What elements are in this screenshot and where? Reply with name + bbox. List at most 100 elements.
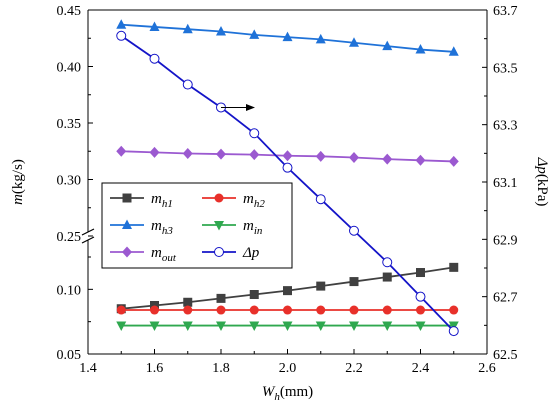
data-point (182, 23, 193, 34)
data-point (283, 305, 292, 315)
data-point (449, 305, 459, 315)
data-point (448, 326, 459, 337)
data-point (116, 305, 126, 315)
data-point (349, 151, 359, 163)
data-point (349, 225, 359, 236)
annotation-arrow (221, 103, 255, 111)
data-point (448, 155, 459, 167)
y2-tick-label: 62.7 (493, 291, 518, 306)
data-point (415, 44, 426, 54)
data-point (282, 150, 293, 162)
data-point (150, 305, 159, 315)
y-tick-label: 0.05 (57, 348, 82, 363)
data-point (382, 321, 393, 332)
data-point (214, 247, 224, 257)
data-point (382, 153, 393, 165)
legend-item: mh1 (110, 191, 173, 210)
data-point (149, 21, 160, 31)
y2-tick-label: 63.5 (493, 61, 518, 76)
x-tick-label: 2.2 (345, 361, 363, 376)
data-point (382, 305, 392, 315)
data-point (149, 53, 160, 64)
y-tick-label: 0.35 (57, 117, 82, 132)
legend-item: mh3 (110, 218, 173, 237)
x-axis-label: Wh(mm) (262, 384, 313, 403)
data-point (122, 246, 132, 258)
data-point (349, 305, 359, 315)
data-point (249, 149, 260, 161)
x-tick-label: 1.4 (79, 361, 97, 376)
data-point (216, 293, 226, 303)
data-point (122, 219, 132, 229)
legend-item: mout (110, 245, 177, 264)
data-point (449, 262, 459, 272)
data-point (316, 281, 326, 291)
data-point (283, 286, 292, 296)
data-point (382, 40, 393, 51)
annotation-layer (221, 103, 255, 111)
legend-item: Δp (202, 245, 260, 261)
data-point (116, 145, 127, 157)
y2-tick-label: 63.3 (493, 119, 518, 134)
legend-label: Δp (242, 245, 260, 261)
y-tick-label: 0.25 (57, 230, 82, 245)
arrow-head (246, 103, 255, 111)
series-m_out (116, 145, 459, 167)
legend: mh1 mh2 mh3 min mout Δp (101, 182, 293, 269)
y-tick-label: 0.30 (57, 174, 82, 189)
data-point (216, 305, 226, 315)
data-point (316, 305, 326, 315)
y2-axis-label: Δp(kPa) (534, 157, 550, 207)
legend-label: mout (151, 245, 177, 264)
data-point (182, 321, 193, 332)
data-point (249, 305, 259, 315)
legend-label: mh2 (243, 191, 265, 210)
data-point (214, 193, 224, 203)
series-m_h2 (116, 305, 459, 315)
data-point (249, 321, 260, 332)
legend-label: mh3 (151, 218, 173, 237)
y2-tick-label: 62.5 (493, 348, 518, 363)
series-layer (116, 19, 459, 337)
data-point (214, 221, 224, 231)
data-point (315, 33, 326, 44)
y-axis-label: m(kg/s) (10, 159, 26, 205)
legend-label: mh1 (151, 191, 173, 210)
axis-break-mark (81, 236, 95, 244)
data-point (182, 148, 193, 160)
legend-item: mh2 (202, 191, 265, 210)
y-tick-label: 0.10 (57, 283, 82, 298)
data-point (216, 321, 226, 332)
axis-break-mark (81, 228, 95, 236)
x-tick-label: 2.6 (478, 361, 496, 376)
legend-label: min (243, 218, 263, 237)
y-tick-label: 0.45 (57, 4, 82, 19)
y2-tick-label: 63.7 (493, 4, 518, 19)
data-point (315, 194, 326, 205)
data-point (349, 277, 359, 287)
x-tick-label: 1.6 (146, 361, 164, 376)
data-point (415, 291, 426, 302)
y-tick-label: 0.40 (57, 61, 82, 76)
data-point (382, 272, 392, 282)
y2-tick-label: 62.9 (493, 233, 518, 248)
data-point (149, 146, 160, 158)
axes-frame: 1.4 1.6 1.8 2.0 2.2 2.4 2.6 0.05 0.10 0.25 0.30 0.3… (57, 4, 518, 376)
data-point (282, 31, 293, 42)
data-point (349, 321, 359, 332)
data-point (249, 128, 260, 139)
series-m_in (116, 321, 459, 332)
data-point (122, 193, 132, 203)
data-point (116, 19, 127, 29)
data-point (416, 268, 425, 278)
y2-tick-label: 63.1 (493, 176, 518, 191)
data-point (416, 305, 425, 315)
data-point (382, 257, 393, 268)
data-point (315, 321, 326, 332)
x-tick-label: 1.8 (212, 361, 230, 376)
data-point (315, 150, 326, 162)
series-m_h3 (116, 19, 459, 56)
data-point (216, 25, 226, 36)
data-point (282, 321, 293, 332)
